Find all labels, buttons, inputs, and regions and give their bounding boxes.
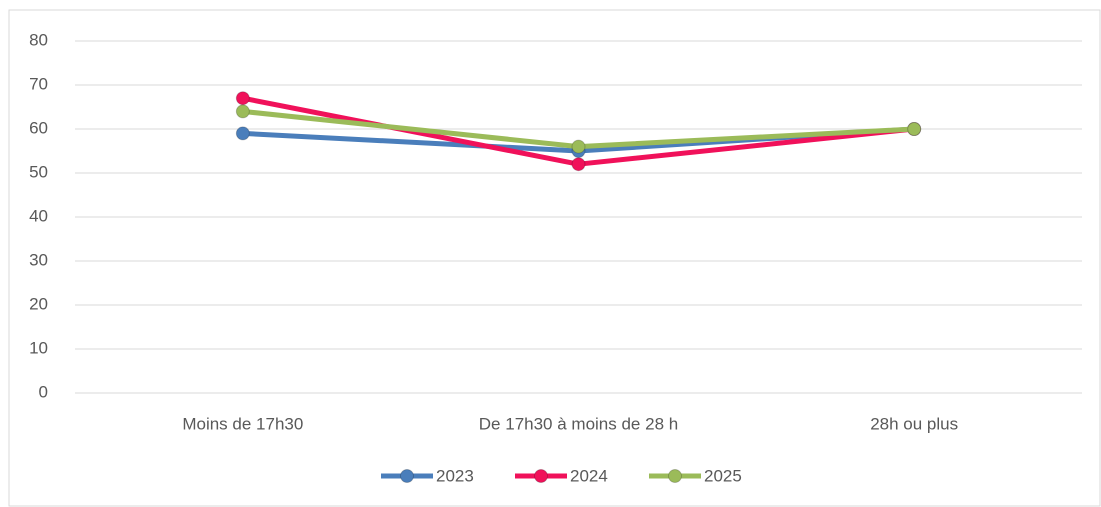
y-tick-label: 40	[29, 206, 48, 225]
x-tick-label: 28h ou plus	[870, 414, 958, 433]
x-tick-label: De 17h30 à moins de 28 h	[479, 414, 678, 433]
y-tick-label: 20	[29, 294, 48, 313]
series-marker	[907, 122, 922, 136]
y-tick-label: 30	[29, 250, 48, 269]
legend-marker	[534, 469, 548, 483]
legend-label: 2024	[570, 466, 608, 485]
y-tick-label: 80	[29, 30, 48, 49]
series-marker	[571, 157, 586, 172]
legend-marker	[668, 469, 682, 483]
series-marker	[235, 126, 250, 141]
legend-marker	[400, 469, 414, 483]
x-tick-label: Moins de 17h30	[182, 414, 303, 433]
series-marker	[235, 91, 250, 106]
y-tick-label: 0	[39, 382, 48, 401]
legend-label: 2023	[436, 466, 474, 485]
y-tick-label: 50	[29, 162, 48, 181]
series-marker	[235, 104, 250, 119]
chart-border	[8, 9, 1101, 507]
legend-label: 2025	[704, 466, 742, 485]
y-tick-label: 10	[29, 338, 48, 357]
series-marker	[571, 139, 586, 154]
y-tick-label: 60	[29, 118, 48, 137]
y-tick-label: 70	[29, 74, 48, 93]
